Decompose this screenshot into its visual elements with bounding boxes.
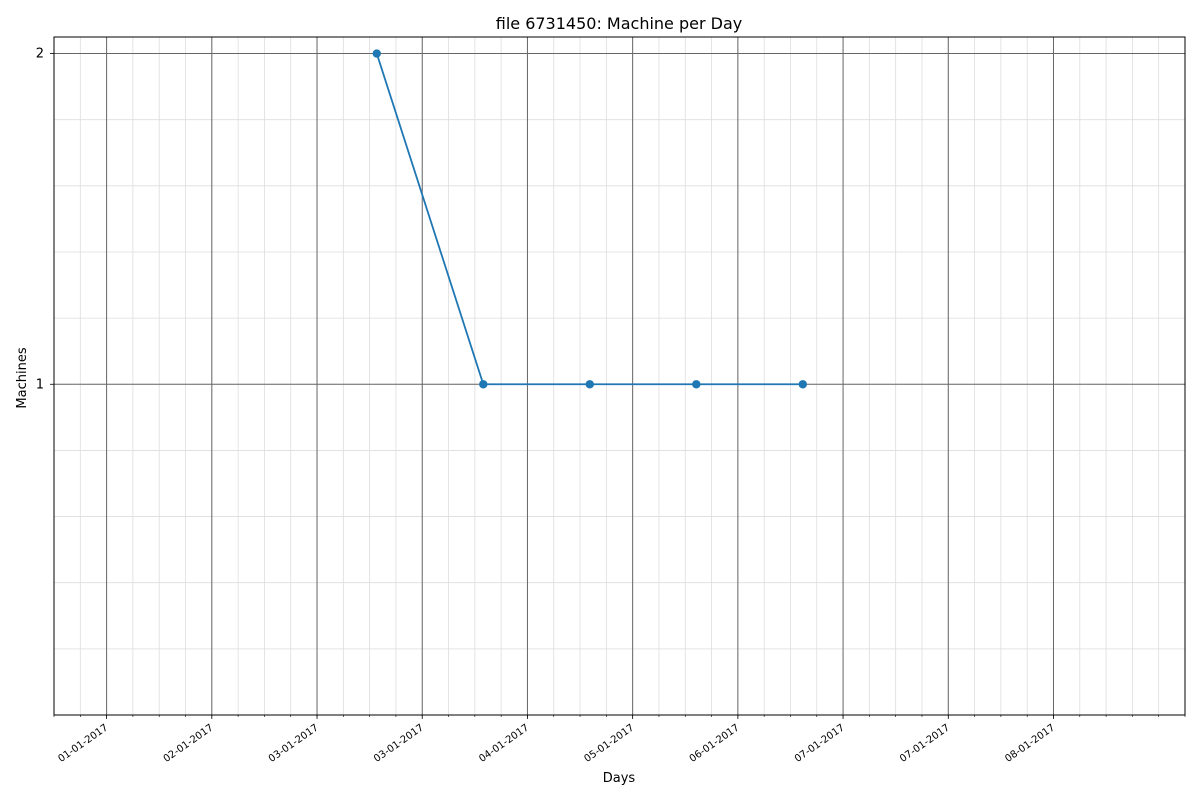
chart-title: file 6731450: Machine per Day bbox=[496, 14, 743, 33]
y-axis-label: Machines bbox=[15, 347, 30, 408]
data-point bbox=[798, 380, 808, 389]
data-point bbox=[372, 49, 381, 58]
series-layer bbox=[372, 49, 808, 389]
data-point bbox=[585, 380, 594, 389]
x-axis-label: Days bbox=[603, 771, 636, 786]
y-axis-ticks: 12 bbox=[36, 47, 54, 392]
data-point bbox=[692, 380, 701, 389]
y-tick-label: 1 bbox=[36, 377, 44, 392]
plot-area-frame bbox=[53, 36, 1186, 716]
data-point bbox=[479, 380, 488, 389]
y-tick-label: 2 bbox=[36, 47, 44, 62]
major-grid bbox=[54, 37, 1185, 715]
